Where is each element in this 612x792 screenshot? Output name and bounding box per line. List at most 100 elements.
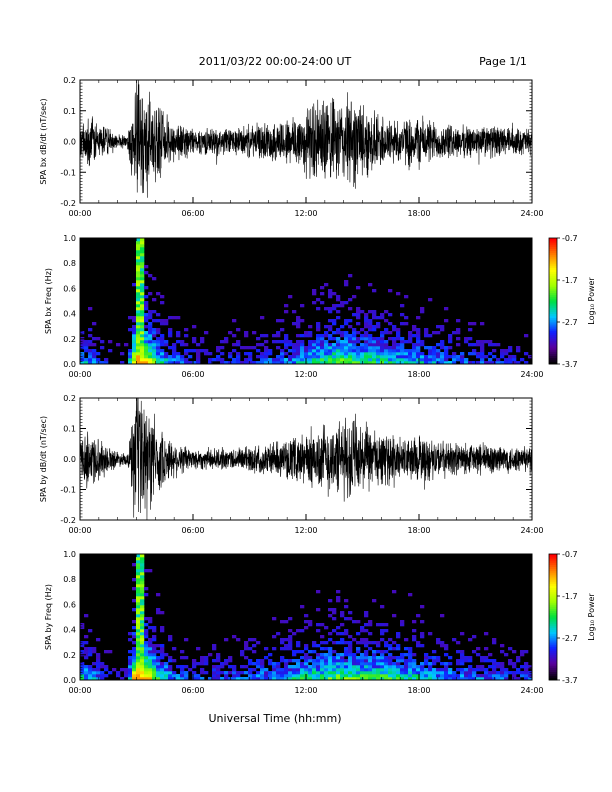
spectrogram-cell [140,262,145,266]
spectrogram-cell [408,677,413,681]
spectrogram-cell [348,343,353,347]
spectrogram-cell [332,662,337,666]
spectrogram-cell [296,322,301,326]
spectrogram-cell [512,671,517,675]
colorbar-segment [549,340,557,344]
spectrogram-cell [420,677,425,681]
spectrogram-cell [212,647,217,651]
spectrogram-cell [240,653,245,657]
spectrogram-cell [360,641,365,645]
spectrogram-cell [408,668,413,672]
spectrogram-cell [300,334,305,338]
spectrogram-cell [436,671,441,675]
spectrogram-cell [428,361,433,365]
spectrogram-cell [92,668,97,672]
panel-bx-waveform: -0.2-0.10.00.10.200:00 06:00 12:00 18:00 24:… [39,76,544,218]
spectrogram-cell [152,677,157,681]
spectrogram-cell [260,358,265,362]
spectrogram-cell [324,340,329,344]
spectrogram-cell [360,668,365,672]
spectrogram-cell [140,250,145,254]
spectrogram-cell [352,352,357,356]
spectrogram-cell [88,349,93,353]
spectrogram-cell [144,349,149,353]
spectrogram-cell [160,334,165,338]
spectrogram-cell [216,659,221,663]
spectrogram-cell [280,358,285,362]
spectrogram-cell [184,343,189,347]
spectrogram-cell [292,322,297,326]
spectrogram-cell [500,361,505,365]
spectrogram-cell [348,352,353,356]
spectrogram-cell [140,632,145,636]
spectrogram-cell [472,361,477,365]
spectrogram-cell [136,587,141,591]
colorbar-segment [549,627,557,630]
spectrogram-cell [352,313,357,317]
spectrogram-cell [288,635,293,639]
spectrogram-cell [84,653,89,657]
spectrogram-cell [340,641,345,645]
colorbar-segment [549,604,557,607]
spectrogram-cell [340,668,345,672]
spectrogram-cell [500,650,505,654]
spectrogram-cell [316,629,321,633]
spectrogram-cell [360,352,365,356]
spectrogram-cell [136,352,141,356]
spectrogram-cell [384,662,389,666]
spectrogram-cell [96,653,101,657]
spectrogram-cell [200,659,205,663]
spectrogram-cell [148,343,153,347]
spectrogram-cell [196,358,201,362]
spectrogram-cell [136,602,141,606]
spectrogram-cell [308,668,313,672]
spectrogram-cell [248,668,253,672]
spectrogram-cell [468,361,473,365]
spectrogram-cell [440,343,445,347]
spectrogram-cell [204,659,209,663]
spectrogram-cell [516,361,521,365]
spectrogram-cell [256,355,261,359]
spectrogram-cell [136,313,141,317]
spectrogram-cell [180,340,185,344]
spectrogram-cell [404,662,409,666]
spectrogram-cell [136,590,141,594]
spectrogram-cell [328,310,333,314]
spectrogram-cell [268,677,273,681]
spectrogram-cell [440,641,445,645]
spectrogram-cell [380,659,385,663]
colorbar-segment [549,675,557,679]
spectrogram-cell [356,361,361,365]
date-range-title: 2011/03/22 00:00-24:00 UT [199,55,352,68]
spectrogram-cell [332,319,337,323]
spectrogram-cell [276,668,281,672]
spectrogram-cell [352,662,357,666]
spectrogram-cell [520,653,525,657]
spectrogram-cell [132,668,137,672]
spectrogram-cell [396,352,401,356]
spectrogram-cell [156,319,161,323]
spectrogram-cell [376,677,381,681]
spectrogram-cell [128,665,133,669]
spectrogram-cell [176,674,181,678]
spectrogram-cell [372,674,377,678]
spectrogram-cell [148,569,153,573]
spectrogram-cell [260,659,265,663]
bx-spectrogram-axes: 0.00.20.40.60.81.000:00 06:00 12:00 18:00 24… [63,234,543,379]
spectrogram-cell [392,352,397,356]
spectrogram-cell [152,647,157,651]
spectrogram-cell [248,659,253,663]
spectrogram-cell [424,668,429,672]
spectrogram-cell [364,653,369,657]
spectrogram-cell [324,307,329,311]
spectrogram-cell [128,668,133,672]
spectrogram-cell [484,632,489,636]
spectrogram-cell [272,668,277,672]
spectrogram-cell [388,662,393,666]
spectrogram-cell [492,641,497,645]
spectrogram-cell [200,662,205,666]
spectrogram-cell [332,656,337,660]
spectrogram-cell [288,358,293,362]
spectrogram-cell [148,337,153,341]
spectrogram-cell [168,355,173,359]
